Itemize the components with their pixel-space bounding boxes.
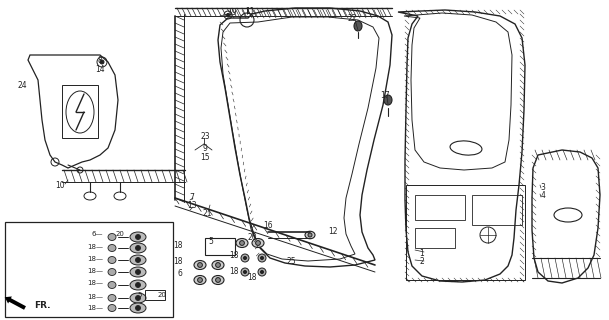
- Circle shape: [241, 254, 249, 262]
- Circle shape: [256, 241, 261, 245]
- Text: 1: 1: [420, 249, 424, 258]
- Ellipse shape: [384, 95, 392, 105]
- Ellipse shape: [194, 276, 206, 284]
- Text: 21: 21: [202, 209, 212, 218]
- Text: 18: 18: [229, 268, 239, 276]
- Text: 18—: 18—: [87, 244, 103, 250]
- Text: 12: 12: [328, 228, 338, 236]
- Circle shape: [135, 295, 141, 300]
- Circle shape: [239, 241, 244, 245]
- Text: 19: 19: [227, 7, 237, 17]
- Text: 7: 7: [189, 193, 194, 202]
- Circle shape: [216, 263, 220, 268]
- Ellipse shape: [130, 293, 146, 303]
- Text: 6—: 6—: [91, 231, 103, 237]
- Circle shape: [135, 306, 141, 310]
- Ellipse shape: [108, 257, 116, 263]
- Text: 6: 6: [178, 269, 183, 278]
- Circle shape: [308, 233, 312, 237]
- Circle shape: [241, 268, 249, 276]
- Circle shape: [100, 60, 104, 64]
- Text: 18: 18: [173, 258, 183, 267]
- Text: 5: 5: [138, 292, 142, 298]
- Ellipse shape: [236, 238, 248, 247]
- Ellipse shape: [130, 255, 146, 265]
- Ellipse shape: [130, 303, 146, 313]
- Text: 18: 18: [247, 274, 257, 283]
- Ellipse shape: [354, 21, 362, 31]
- Text: 20: 20: [116, 231, 125, 237]
- Circle shape: [135, 269, 141, 275]
- Text: FR.: FR.: [33, 300, 51, 309]
- Text: 5: 5: [208, 237, 213, 246]
- Text: 22: 22: [347, 13, 357, 22]
- Circle shape: [216, 278, 220, 283]
- Text: 16: 16: [263, 221, 273, 230]
- Text: 18: 18: [173, 242, 183, 251]
- Circle shape: [197, 278, 202, 283]
- Text: 18—: 18—: [87, 256, 103, 262]
- Text: 25: 25: [286, 257, 296, 266]
- Circle shape: [197, 263, 202, 268]
- Circle shape: [135, 258, 141, 262]
- Text: 13: 13: [187, 202, 197, 211]
- Text: 10: 10: [55, 180, 65, 189]
- Text: 9: 9: [203, 143, 208, 153]
- Text: 23: 23: [200, 132, 210, 140]
- Text: 2: 2: [420, 258, 424, 267]
- Circle shape: [261, 270, 264, 274]
- Text: 18—: 18—: [87, 294, 103, 300]
- Ellipse shape: [130, 280, 146, 290]
- Ellipse shape: [212, 276, 224, 284]
- Ellipse shape: [212, 260, 224, 269]
- Ellipse shape: [108, 234, 116, 241]
- Circle shape: [227, 13, 230, 17]
- Circle shape: [244, 257, 247, 260]
- Ellipse shape: [252, 238, 264, 247]
- Ellipse shape: [130, 232, 146, 242]
- Circle shape: [135, 283, 141, 287]
- Text: 18—: 18—: [87, 268, 103, 274]
- Text: 15: 15: [200, 153, 210, 162]
- Ellipse shape: [130, 243, 146, 253]
- Ellipse shape: [108, 268, 116, 276]
- Text: 14: 14: [95, 65, 105, 74]
- Ellipse shape: [108, 294, 116, 301]
- Text: 17: 17: [380, 91, 390, 100]
- Ellipse shape: [108, 305, 116, 311]
- Ellipse shape: [108, 244, 116, 252]
- Ellipse shape: [108, 282, 116, 289]
- Ellipse shape: [305, 231, 315, 239]
- Text: 20: 20: [158, 292, 166, 298]
- Text: 18—: 18—: [87, 280, 103, 286]
- Circle shape: [258, 254, 266, 262]
- Text: 3: 3: [541, 182, 546, 191]
- Circle shape: [261, 257, 264, 260]
- Text: 18: 18: [229, 252, 239, 260]
- Text: 11: 11: [245, 6, 255, 15]
- Circle shape: [244, 270, 247, 274]
- Ellipse shape: [130, 267, 146, 277]
- FancyArrow shape: [5, 296, 26, 310]
- Circle shape: [135, 245, 141, 251]
- Text: 24: 24: [17, 81, 27, 90]
- Circle shape: [135, 235, 141, 239]
- Ellipse shape: [194, 260, 206, 269]
- Circle shape: [258, 268, 266, 276]
- Text: 20: 20: [247, 234, 257, 243]
- Text: 4: 4: [541, 191, 546, 201]
- Text: 18—: 18—: [87, 305, 103, 311]
- Text: 8: 8: [97, 55, 102, 65]
